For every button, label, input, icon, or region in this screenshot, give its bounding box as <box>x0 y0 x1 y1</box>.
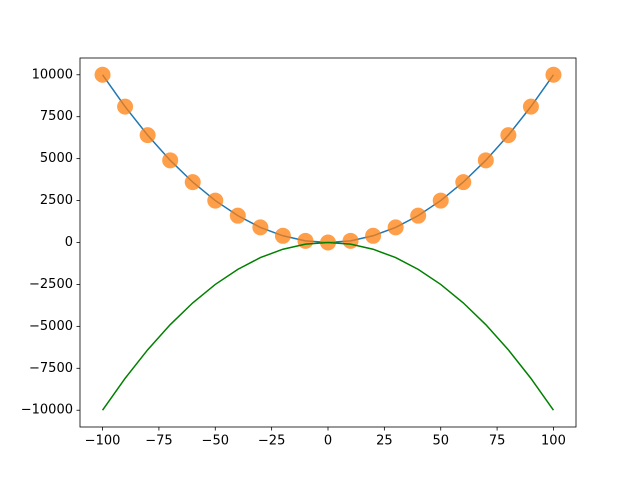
y-tick-label: 2500 <box>40 193 73 208</box>
x-tick-label: −50 <box>202 434 229 449</box>
x-tick-label: 50 <box>432 434 449 449</box>
scatter-point <box>252 219 269 236</box>
y-tick-label: −2500 <box>29 277 73 292</box>
y-tick-label: 7500 <box>40 109 73 124</box>
x-tick-label: 25 <box>376 434 393 449</box>
scatter-point <box>410 207 427 224</box>
y-tick-label: −7500 <box>29 361 73 376</box>
plot-frame <box>79 57 577 428</box>
x-tick-label: 0 <box>324 434 332 449</box>
y-tick-label: 10000 <box>32 67 73 82</box>
line <box>101 241 555 411</box>
scatter-point <box>162 152 179 169</box>
scatter-point <box>207 192 224 209</box>
x-tick-label: 100 <box>541 434 566 449</box>
scatter-point <box>297 232 314 249</box>
scatter-point <box>522 98 539 115</box>
scatter-point <box>139 127 156 144</box>
scatter-point <box>365 227 382 244</box>
scatter-point <box>432 192 449 209</box>
scatter-point <box>342 232 359 249</box>
scatter-point <box>184 174 201 191</box>
y-tick-label: 5000 <box>40 151 73 166</box>
scatter-point <box>545 66 562 83</box>
scatter-point <box>117 98 134 115</box>
y-tick-label: 0 <box>65 235 73 250</box>
x-tick-label: −25 <box>258 434 285 449</box>
y-tick-label: −10000 <box>21 403 73 418</box>
x-tick-label: −75 <box>145 434 172 449</box>
scatter-point <box>229 207 246 224</box>
x-tick-label: −100 <box>85 434 121 449</box>
scatter-point <box>387 219 404 236</box>
x-tick-label: 75 <box>489 434 506 449</box>
scatter-point <box>274 227 291 244</box>
scatter-point <box>455 174 472 191</box>
scatter-point <box>500 127 517 144</box>
y-tick-label: −5000 <box>29 319 73 334</box>
scatter-point <box>477 152 494 169</box>
scatter-point <box>94 66 111 83</box>
